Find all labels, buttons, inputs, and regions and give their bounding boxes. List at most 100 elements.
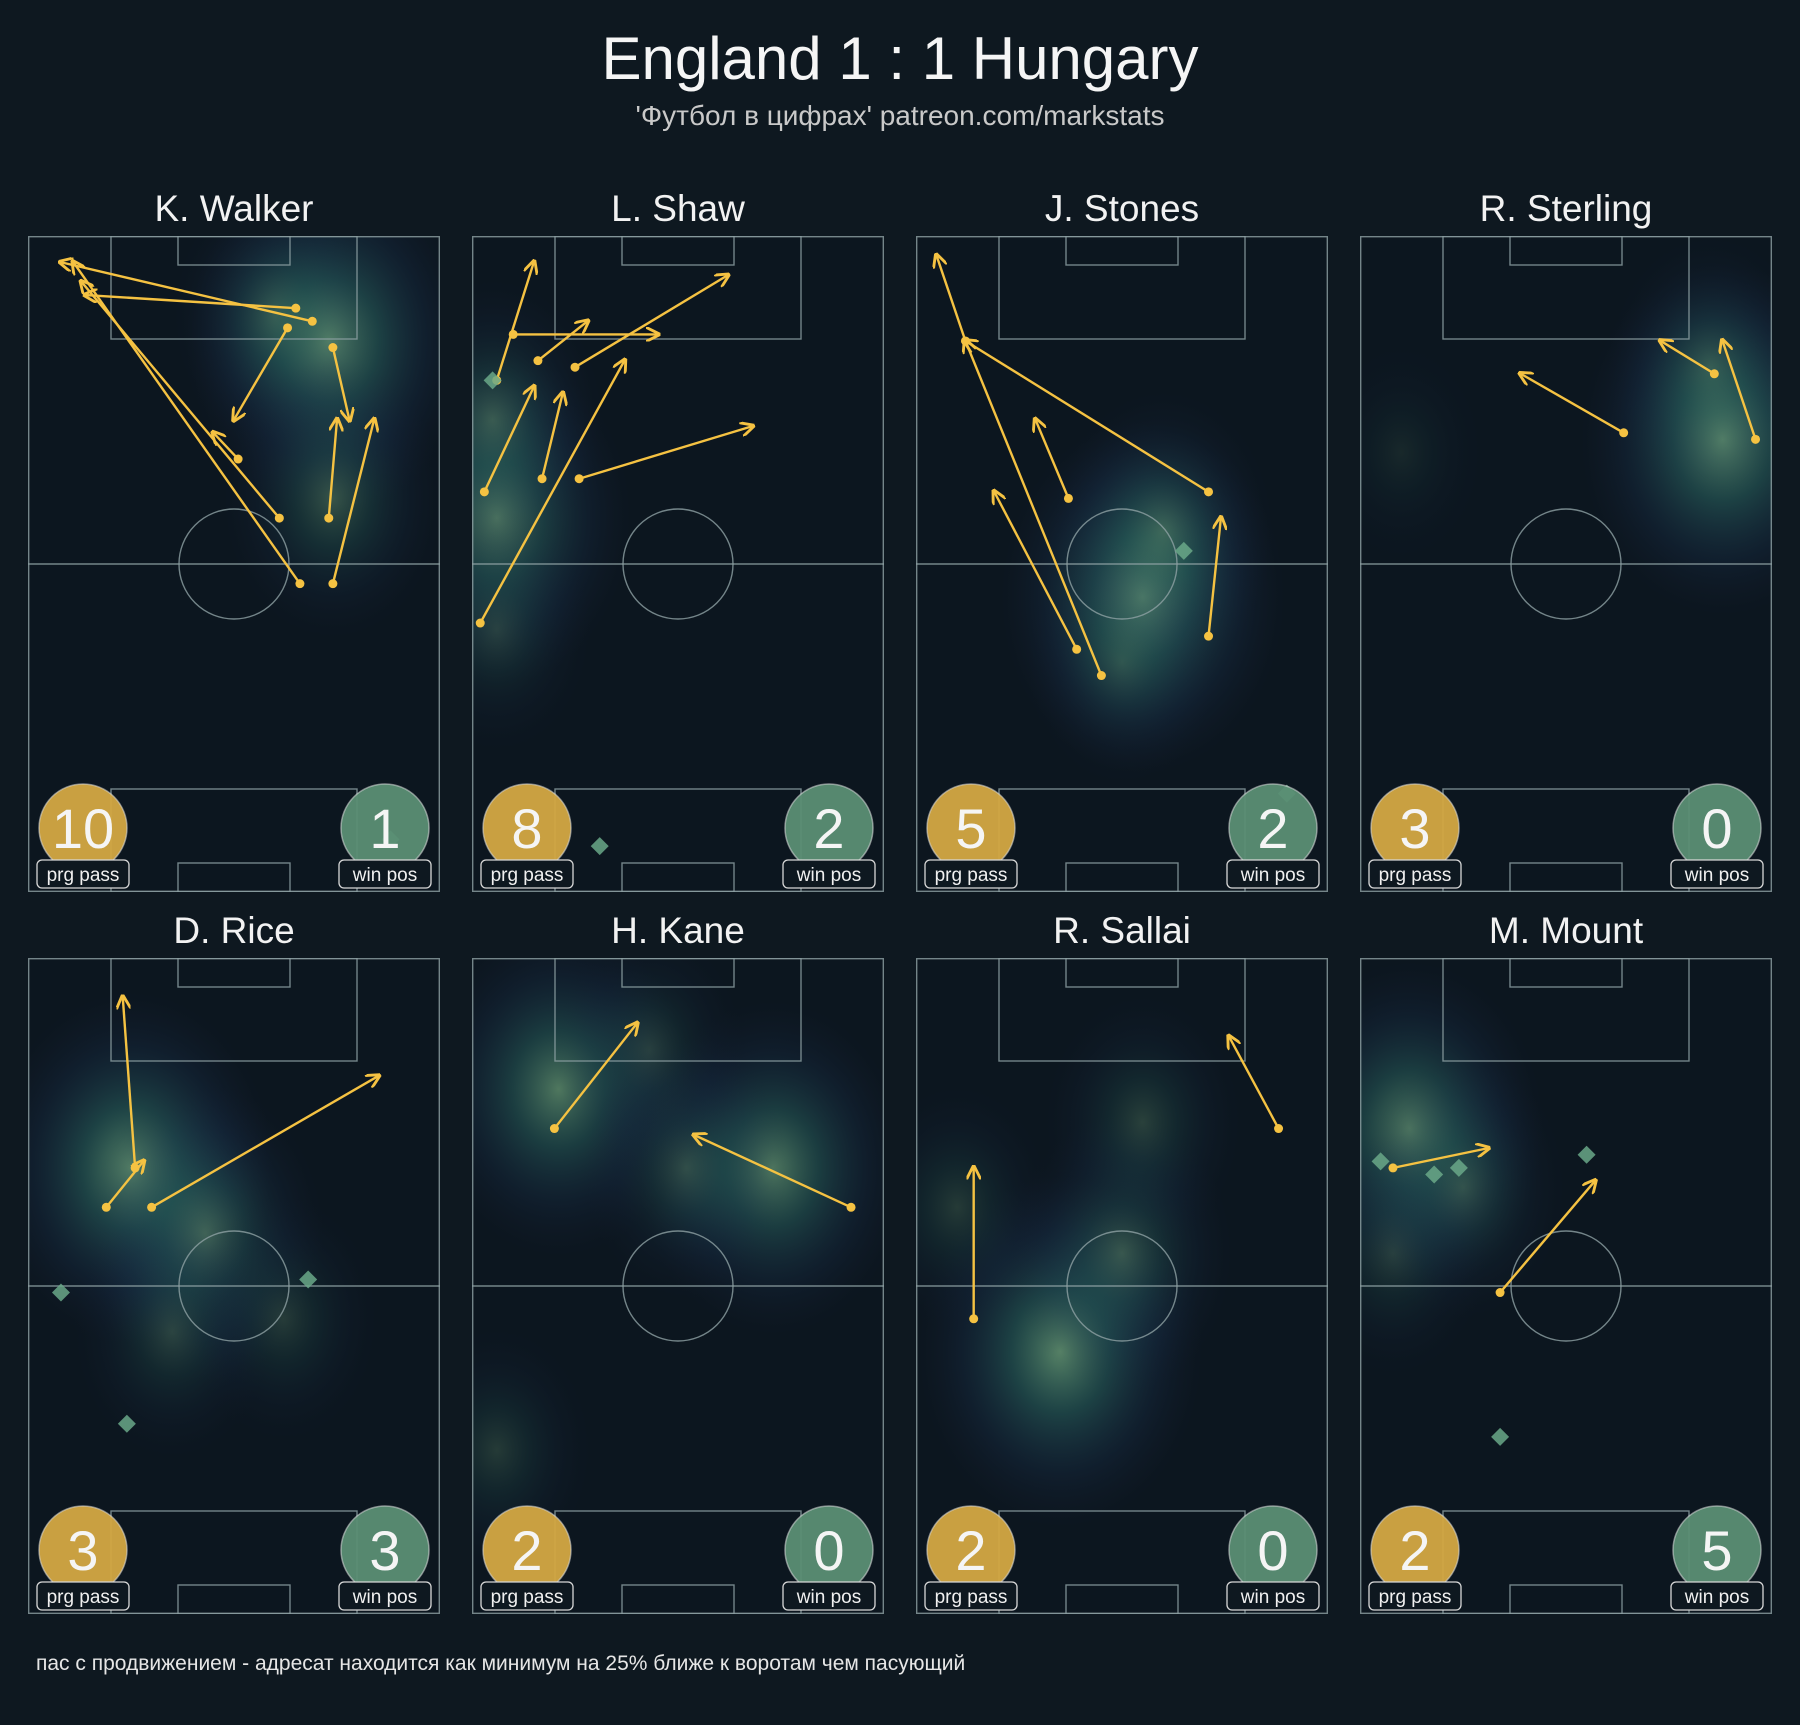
pass-arrow: [537, 321, 587, 362]
prg-pass-badge: 2 prg pass: [1368, 1505, 1462, 1611]
pitch-lines: [1360, 236, 1772, 892]
win-pos-badge: 2 win pos: [1226, 783, 1320, 889]
pass-origin-dot: [1204, 631, 1214, 641]
prg-pass-count: 10: [52, 797, 114, 860]
pass-arrow: [123, 997, 137, 1169]
prg-pass-badge: 8 prg pass: [480, 783, 574, 889]
pass-arrow: [553, 1024, 636, 1130]
player-panel: J. Stones 5 prg pass 2 win pos: [916, 188, 1328, 892]
pass-origin-dot: [295, 579, 305, 589]
pass-origin-dot: [324, 513, 334, 523]
pitch-chart: 2 prg pass 5 win pos: [1360, 958, 1772, 1614]
pass-origin-dot: [328, 579, 338, 589]
win-pos-label: win pos: [796, 1587, 861, 1608]
pass-origin-dot: [1274, 1124, 1284, 1134]
pass-arrow: [540, 393, 563, 480]
prg-pass-label: prg pass: [1379, 1587, 1452, 1608]
prg-pass-badge: 10 prg pass: [36, 783, 130, 889]
pass-arrow: [234, 327, 289, 420]
prg-pass-label: prg pass: [1379, 865, 1452, 886]
player-panel: H. Kane 2 prg pass 0 win pos: [472, 910, 884, 1614]
pass-arrow: [1392, 1148, 1488, 1170]
pass-origin-dot: [537, 474, 547, 484]
pass-arrow: [150, 1076, 379, 1209]
page-subtitle: 'Футбол в цифрах' patreon.com/markstats: [635, 100, 1165, 131]
win-pos-badge: 0 win pos: [782, 1505, 876, 1611]
prg-pass-count: 3: [67, 1519, 98, 1582]
pass-arrow: [105, 1161, 143, 1209]
pass-arrow: [1035, 420, 1070, 499]
player-name: R. Sterling: [1479, 188, 1653, 229]
pass-arrow: [694, 1135, 852, 1209]
pass-arrow: [574, 275, 727, 369]
prg-pass-badge: 5 prg pass: [924, 783, 1018, 889]
pass-origin-dot: [960, 336, 970, 346]
footnote: пас с продвижением - адресат находится к…: [36, 1652, 966, 1675]
heat-blob: [916, 1085, 1052, 1330]
pass-arrow: [965, 341, 1210, 493]
pass-origin-dot: [969, 1314, 979, 1324]
win-position-marker: [590, 837, 609, 856]
heat-blob: [1608, 236, 1772, 499]
win-position-marker: [117, 1414, 136, 1433]
pass-origin-dot: [307, 316, 317, 326]
pass-arrow: [483, 387, 533, 493]
heat-blob: [189, 1196, 378, 1441]
pass-arrow: [495, 262, 534, 381]
win-pos-label: win pos: [352, 1587, 417, 1608]
pass-origin-dot: [1751, 434, 1761, 444]
pass-arrow: [479, 361, 624, 624]
prg-pass-count: 8: [511, 797, 542, 860]
pass-arrow: [1499, 1181, 1595, 1294]
pitch-chart: 2 prg pass 0 win pos: [916, 958, 1328, 1614]
pass-arrow: [1723, 341, 1757, 440]
pass-arrow: [331, 420, 374, 584]
win-pos-label: win pos: [1684, 865, 1749, 886]
heat-blob: [555, 958, 744, 1172]
prg-pass-count: 5: [955, 797, 986, 860]
pass-arrow: [994, 492, 1078, 650]
prg-pass-label: prg pass: [47, 1587, 120, 1608]
win-pos-count: 5: [1701, 1519, 1732, 1582]
win-position-marker: [483, 371, 502, 390]
pass-arrow: [86, 295, 296, 310]
win-pos-badge: 2 win pos: [782, 783, 876, 889]
win-pos-count: 0: [813, 1519, 844, 1582]
pass-arrow: [1521, 374, 1625, 434]
win-position-marker: [1491, 1427, 1510, 1446]
heat-blob: [1360, 344, 1484, 561]
prg-pass-count: 2: [511, 1519, 542, 1582]
win-pos-count: 0: [1701, 797, 1732, 860]
win-pos-count: 0: [1257, 1519, 1288, 1582]
pass-origin-dot: [233, 454, 243, 464]
win-pos-count: 2: [1257, 797, 1288, 860]
win-position-marker: [51, 1283, 70, 1302]
player-panel: R. Sterling 3 prg pass 0 win pos: [1360, 188, 1772, 892]
win-position-marker: [1174, 541, 1193, 560]
prg-pass-count: 2: [1399, 1519, 1430, 1582]
player-panel: K. Walker 10 prg pass 1 win pos: [28, 188, 440, 892]
pitch-chart: 5 prg pass 2 win pos: [916, 236, 1328, 892]
pitch-chart: 3 prg pass 3 win pos: [28, 958, 440, 1614]
pass-origin-dot: [274, 513, 284, 523]
pass-origin-dot: [475, 618, 485, 628]
player-name: R. Sallai: [1053, 910, 1191, 951]
player-name: L. Shaw: [611, 188, 745, 229]
pitch-lines: [28, 236, 440, 892]
heat-blob: [472, 507, 591, 752]
prg-pass-count: 2: [955, 1519, 986, 1582]
pass-origin-dot: [533, 356, 543, 366]
pass-origin-dot: [147, 1202, 157, 1212]
win-pos-label: win pos: [1240, 1587, 1305, 1608]
pass-arrow: [937, 256, 967, 342]
pass-arrow: [578, 426, 752, 480]
pass-origin-dot: [508, 329, 518, 339]
pitch-chart: 8 prg pass 2 win pos: [472, 236, 884, 892]
pass-arrow: [82, 282, 281, 519]
pass-origin-dot: [1709, 369, 1719, 379]
win-position-marker: [1577, 1145, 1596, 1164]
player-panel: L. Shaw 8 prg pass 2 win pos: [472, 188, 884, 892]
win-pos-count: 1: [369, 797, 400, 860]
prg-pass-badge: 3 prg pass: [1368, 783, 1462, 889]
win-position-marker: [1449, 1158, 1468, 1177]
